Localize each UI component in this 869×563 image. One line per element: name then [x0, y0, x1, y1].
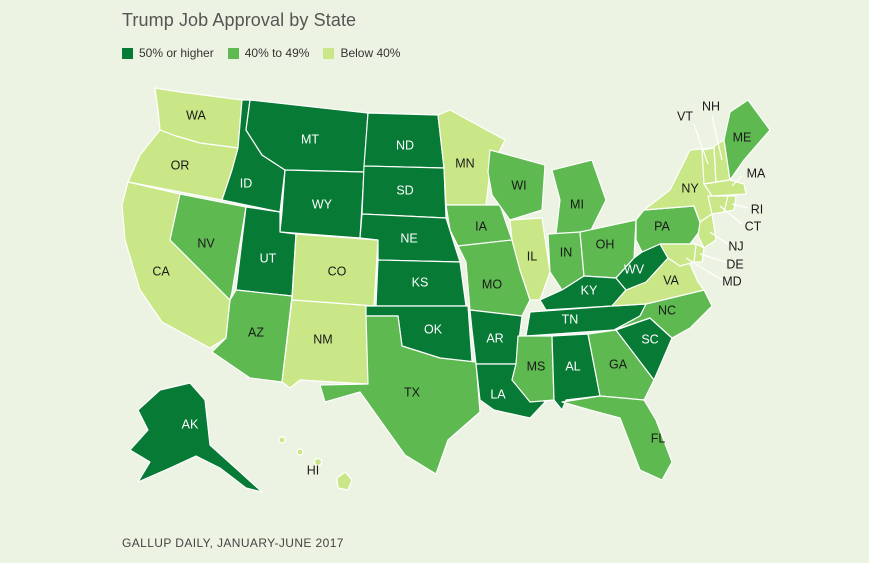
hawaii-islet-3: [313, 457, 323, 467]
state-label-NE: NE: [400, 231, 417, 245]
state-RI[interactable]: [723, 195, 737, 213]
state-label-ME: ME: [733, 130, 752, 144]
state-label-FL: FL: [651, 431, 666, 445]
state-label-AR: AR: [486, 331, 503, 345]
legend-label-high: 50% or higher: [139, 46, 214, 60]
state-label-KS: KS: [412, 275, 429, 289]
state-label-NY: NY: [681, 181, 699, 195]
leader-line-NJ: [709, 231, 729, 245]
state-GA[interactable]: [587, 329, 655, 401]
state-label-RI: RI: [751, 202, 764, 216]
state-label-WY: WY: [312, 197, 333, 211]
state-label-NC: NC: [658, 303, 676, 317]
state-label-WA: WA: [186, 108, 206, 122]
map-title: Trump Job Approval by State: [122, 10, 357, 30]
state-label-PA: PA: [654, 219, 670, 233]
state-label-HI: HI: [307, 463, 320, 477]
state-label-MT: MT: [301, 132, 319, 146]
leader-line-DE: [699, 253, 727, 263]
state-label-MA: MA: [747, 166, 766, 180]
hawaii-islet-1: [278, 436, 286, 444]
state-label-AZ: AZ: [248, 325, 264, 339]
state-WY[interactable]: [279, 169, 365, 239]
state-label-IL: IL: [527, 249, 537, 263]
leader-line-VT: [693, 123, 709, 165]
leader-line-CT: [719, 205, 743, 225]
leader-line-MD: [685, 257, 723, 281]
state-label-CT: CT: [745, 219, 762, 233]
state-label-LA: LA: [490, 387, 506, 401]
state-TX[interactable]: [319, 315, 481, 475]
legend: 50% or higher 40% to 49% Below 40%: [122, 46, 414, 60]
state-label-NM: NM: [313, 332, 332, 346]
legend-label-low: Below 40%: [340, 46, 401, 60]
state-label-WV: WV: [624, 262, 645, 276]
state-label-AL: AL: [565, 359, 580, 373]
legend-swatch-low: [323, 47, 335, 59]
state-IL[interactable]: [509, 217, 551, 301]
state-label-NV: NV: [197, 236, 215, 250]
state-label-SD: SD: [396, 183, 413, 197]
state-label-NJ: NJ: [728, 239, 743, 253]
state-MA[interactable]: [703, 179, 747, 197]
state-label-MS: MS: [527, 359, 546, 373]
state-label-UT: UT: [260, 251, 277, 265]
state-label-CA: CA: [152, 264, 170, 278]
state-label-OH: OH: [596, 237, 615, 251]
leader-line-MA: [731, 175, 743, 187]
leader-line-NH: [711, 115, 723, 161]
state-label-ND: ND: [396, 138, 414, 152]
state-label-TX: TX: [404, 385, 421, 399]
source-note: GALLUP DAILY, JANUARY-JUNE 2017: [122, 536, 344, 550]
state-label-TN: TN: [562, 312, 579, 326]
legend-swatch-high: [122, 47, 133, 59]
legend-item-low: Below 40%: [323, 46, 400, 60]
state-label-OK: OK: [424, 322, 443, 336]
legend-item-mid: 40% to 49%: [227, 46, 310, 60]
legend-item-high: 50% or higher: [122, 46, 214, 60]
state-label-SC: SC: [641, 332, 658, 346]
state-label-CO: CO: [328, 264, 347, 278]
legend-label-mid: 40% to 49%: [244, 46, 310, 60]
state-label-ID: ID: [240, 176, 253, 190]
state-label-IN: IN: [560, 245, 573, 259]
state-NC[interactable]: [613, 289, 713, 339]
state-label-NH: NH: [702, 99, 720, 113]
state-FL[interactable]: [561, 395, 673, 481]
state-HI[interactable]: [336, 471, 353, 491]
legend-swatch-mid: [227, 47, 239, 59]
state-label-DE: DE: [726, 257, 743, 271]
state-label-VT: VT: [677, 109, 693, 123]
state-label-KY: KY: [581, 283, 598, 297]
hawaii-islet-2: [296, 448, 304, 456]
state-label-VA: VA: [663, 273, 679, 287]
state-label-MD: MD: [722, 274, 741, 288]
state-label-MO: MO: [482, 277, 502, 291]
state-label-OR: OR: [171, 158, 190, 172]
state-label-IA: IA: [475, 219, 487, 233]
state-label-WI: WI: [511, 178, 526, 192]
state-NV[interactable]: [169, 193, 247, 301]
state-NJ[interactable]: [697, 213, 717, 249]
leader-line-RI: [731, 203, 749, 209]
state-label-AK: AK: [182, 417, 199, 431]
state-AK[interactable]: [129, 382, 263, 493]
state-label-MN: MN: [455, 156, 474, 170]
state-MN[interactable]: [437, 109, 506, 206]
state-label-MI: MI: [570, 197, 584, 211]
state-MD[interactable]: [659, 243, 697, 267]
state-label-GA: GA: [609, 357, 628, 371]
